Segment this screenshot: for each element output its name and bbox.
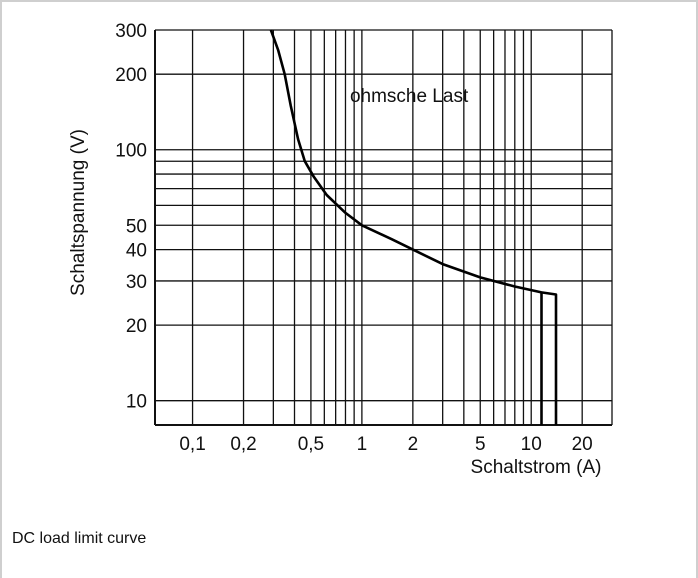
y-tick-label: 30 — [126, 272, 147, 293]
x-tick-label: 2 — [408, 434, 419, 455]
x-tick-label: 1 — [357, 434, 368, 455]
y-tick-label: 200 — [115, 65, 147, 86]
x-tick-labels: 0,1 0,2 0,5 1 2 5 10 20 — [179, 434, 592, 455]
caption: DC load limit curve — [12, 530, 147, 547]
annotation-ohmsche-last: ohmsche Last — [350, 86, 469, 107]
x-tick-label: 0,5 — [298, 434, 324, 455]
chart: 0,1 0,2 0,5 1 2 5 10 20 10 20 30 40 50 100 200 300 ohm… — [68, 21, 613, 478]
x-tick-label: 5 — [475, 434, 486, 455]
y-axis-title: Schaltspannung (V) — [68, 129, 89, 296]
horizontal-gridlines — [155, 29, 612, 402]
x-tick-label: 10 — [521, 434, 542, 455]
curves — [269, 29, 558, 425]
y-tick-labels: 10 20 30 40 50 100 200 300 — [115, 21, 147, 413]
x-tick-label: 0,2 — [230, 434, 256, 455]
x-tick-label: 0,1 — [179, 434, 205, 455]
x-tick-label: 20 — [572, 434, 593, 455]
y-tick-label: 10 — [126, 392, 147, 413]
y-tick-label: 40 — [126, 241, 147, 262]
y-tick-label: 300 — [115, 21, 147, 42]
y-tick-label: 50 — [126, 216, 147, 237]
axes — [154, 30, 613, 426]
y-tick-label: 100 — [115, 141, 147, 162]
y-tick-label: 20 — [126, 316, 147, 337]
limit-curve — [269, 29, 558, 425]
vertical-gridlines — [191, 30, 583, 425]
x-axis-title: Schaltstrom (A) — [471, 457, 602, 478]
